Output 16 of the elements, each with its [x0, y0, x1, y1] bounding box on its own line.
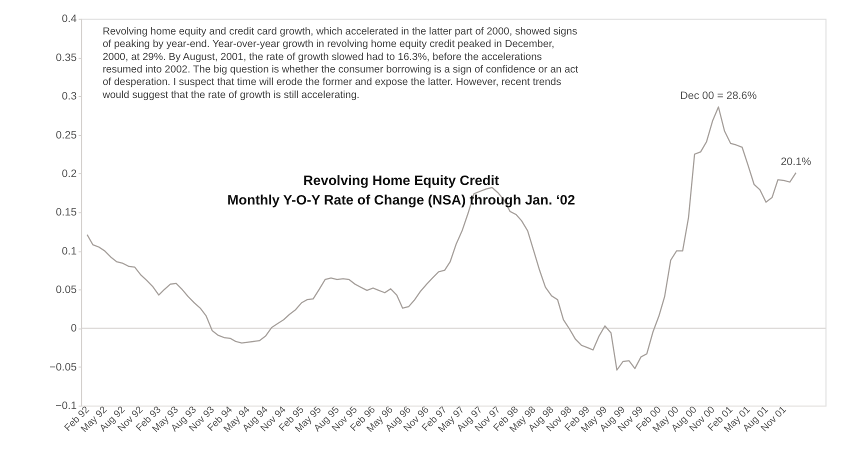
y-tick-label: 0.05 [56, 284, 77, 296]
annotation: Dec 00 = 28.6% [680, 90, 758, 102]
annotation: Revolving home equity and credit card growth, which accelerated in the latter part of 2000, showed signs of peaking by year-end. Year-over-year growth in revolving home equity credit peaked in December, 2000, at 29%. By August, 2001, the rate of growth slowed had to 16.3%, before the accelerations resumed into 2002. The big question is whether the consumer borrowing is a sign of confidence or an act of desperation. I suspect that time will erode the former and expose the latter. However, recent trends would suggest that the rate of growth is still accelerating. [102, 26, 578, 101]
y-tick-label: 0.1 [62, 245, 77, 258]
y-tick-label: 0.35 [56, 52, 77, 64]
y-tick-label: 0 [70, 322, 77, 335]
y-tick-label: 0.3 [62, 90, 77, 103]
y-tick-label: −0.05 [50, 361, 77, 374]
y-tick-label: 0.4 [62, 13, 77, 26]
y-tick-label: −0.1 [55, 400, 77, 412]
y-tick-label: 0.15 [56, 206, 77, 219]
y-tick-label: 0.25 [56, 129, 77, 142]
text: Revolving Home Equity Credit [303, 172, 500, 188]
annotation: 20.1% [780, 156, 812, 168]
y-tick-label: 0.2 [62, 168, 77, 180]
text: Monthly Y-O-Y Rate of Change (NSA) through Jan. ‘02 [227, 192, 576, 208]
